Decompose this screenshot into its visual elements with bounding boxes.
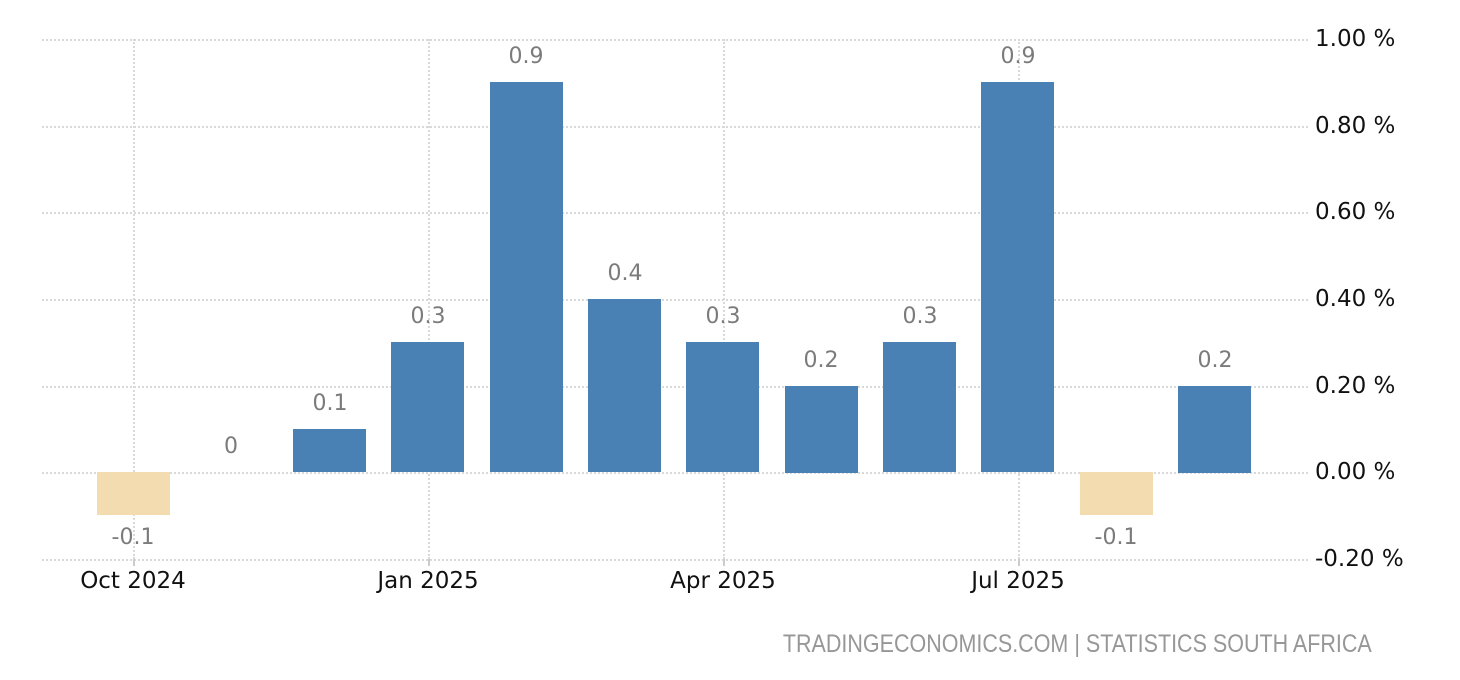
y-axis-tick-label: 0.80 % bbox=[1315, 113, 1396, 139]
bar-value-label: 0.1 bbox=[312, 391, 348, 416]
x-axis-tick-label: Jan 2025 bbox=[377, 568, 479, 594]
bar-value-label: 0.3 bbox=[705, 304, 741, 329]
bar[interactable] bbox=[391, 342, 464, 472]
bar-value-label: -0.1 bbox=[1094, 525, 1138, 550]
gridline-horizontal bbox=[42, 212, 1308, 214]
y-axis-tick-label: 1.00 % bbox=[1315, 26, 1396, 52]
y-axis-tick-label: 0.20 % bbox=[1315, 373, 1396, 399]
y-axis-tick-label: 0.00 % bbox=[1315, 459, 1396, 485]
bar[interactable] bbox=[293, 429, 366, 472]
bar[interactable] bbox=[1178, 386, 1251, 473]
y-axis-tick-label: 0.60 % bbox=[1315, 199, 1396, 225]
chart-attribution: TRADINGECONOMICS.COM | STATISTICS SOUTH … bbox=[783, 630, 1372, 658]
gridline-vertical bbox=[723, 39, 725, 559]
bar-value-label: -0.1 bbox=[111, 525, 155, 550]
bar-value-label: 0.9 bbox=[508, 44, 544, 69]
x-axis-tick-label: Jul 2025 bbox=[971, 568, 1065, 594]
x-axis-tick-label: Oct 2024 bbox=[80, 568, 186, 594]
x-axis-tick bbox=[428, 559, 430, 566]
gridline-horizontal bbox=[42, 39, 1308, 41]
bar-value-label: 0.3 bbox=[410, 304, 446, 329]
x-axis-tick bbox=[133, 559, 135, 566]
bar[interactable] bbox=[785, 386, 858, 473]
bar[interactable] bbox=[490, 82, 563, 472]
x-axis-tick-label: Apr 2025 bbox=[670, 568, 776, 594]
gridline-vertical bbox=[133, 39, 135, 559]
bar[interactable] bbox=[97, 472, 170, 515]
bar[interactable] bbox=[1080, 472, 1153, 515]
bar-value-label: 0.3 bbox=[902, 304, 938, 329]
bar-value-label: 0.9 bbox=[1000, 44, 1036, 69]
gridline-horizontal bbox=[42, 559, 1308, 561]
x-axis-tick bbox=[1018, 559, 1020, 566]
bar[interactable] bbox=[686, 342, 759, 472]
bar[interactable] bbox=[981, 82, 1054, 472]
x-axis-tick bbox=[723, 559, 725, 566]
bar[interactable] bbox=[883, 342, 956, 472]
bar-value-label: 0.2 bbox=[1197, 348, 1233, 373]
bar[interactable] bbox=[588, 299, 661, 472]
bar-value-label: 0 bbox=[224, 434, 238, 459]
bar-value-label: 0.2 bbox=[803, 348, 839, 373]
gridline-horizontal bbox=[42, 126, 1308, 128]
gridline-horizontal bbox=[42, 386, 1308, 388]
gridline-vertical bbox=[428, 39, 430, 559]
bar-value-label: 0.4 bbox=[607, 261, 643, 286]
y-axis-tick-label: -0.20 % bbox=[1315, 546, 1404, 572]
gridline-horizontal bbox=[42, 299, 1308, 301]
y-axis-tick-label: 0.40 % bbox=[1315, 286, 1396, 312]
gridline-horizontal bbox=[42, 472, 1308, 474]
